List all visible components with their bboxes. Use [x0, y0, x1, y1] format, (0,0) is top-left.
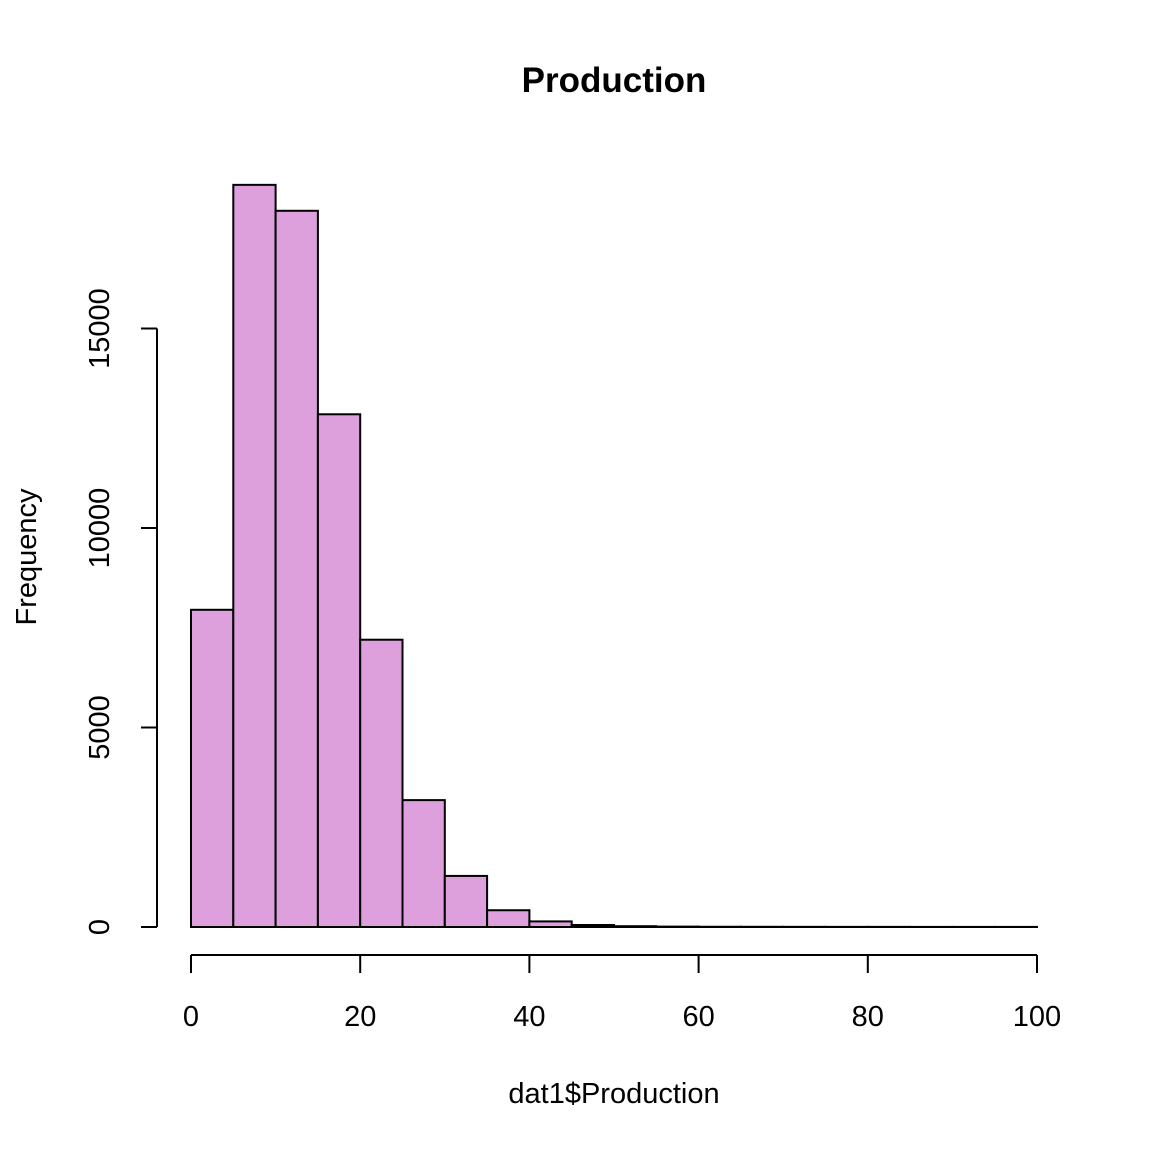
x-tick-label: 0	[183, 1001, 199, 1033]
y-tick-label: 0	[84, 919, 116, 935]
x-axis-label: dat1$Production	[508, 1078, 719, 1110]
histogram-bar	[486, 909, 531, 929]
x-tick-label: 20	[344, 1001, 376, 1033]
histogram-bar	[570, 924, 616, 929]
bars-group	[190, 183, 1039, 929]
x-axis: 0 20 40 60 80 100	[183, 954, 1061, 1033]
histogram-bar	[528, 920, 573, 929]
chart-title: Production	[522, 61, 707, 100]
y-axis-label: Frequency	[11, 488, 43, 626]
histogram-bar	[232, 183, 277, 929]
histogram-bar	[274, 209, 319, 929]
histogram-bar	[443, 874, 489, 928]
y-axis: 0 5000 10000 15000	[84, 288, 158, 935]
y-tick-label: 5000	[84, 695, 116, 760]
histogram-bar	[401, 799, 446, 928]
x-tick-label: 80	[852, 1001, 884, 1033]
histogram-bar	[613, 925, 658, 929]
histogram-bar	[316, 413, 362, 929]
y-tick-label: 15000	[84, 288, 116, 369]
histogram-bar	[190, 608, 235, 928]
y-tick-label: 10000	[84, 488, 116, 569]
x-tick-label: 60	[682, 1001, 714, 1033]
x-tick-label: 100	[1013, 1001, 1061, 1033]
x-tick-label: 40	[513, 1001, 545, 1033]
histogram-bar	[359, 638, 404, 928]
